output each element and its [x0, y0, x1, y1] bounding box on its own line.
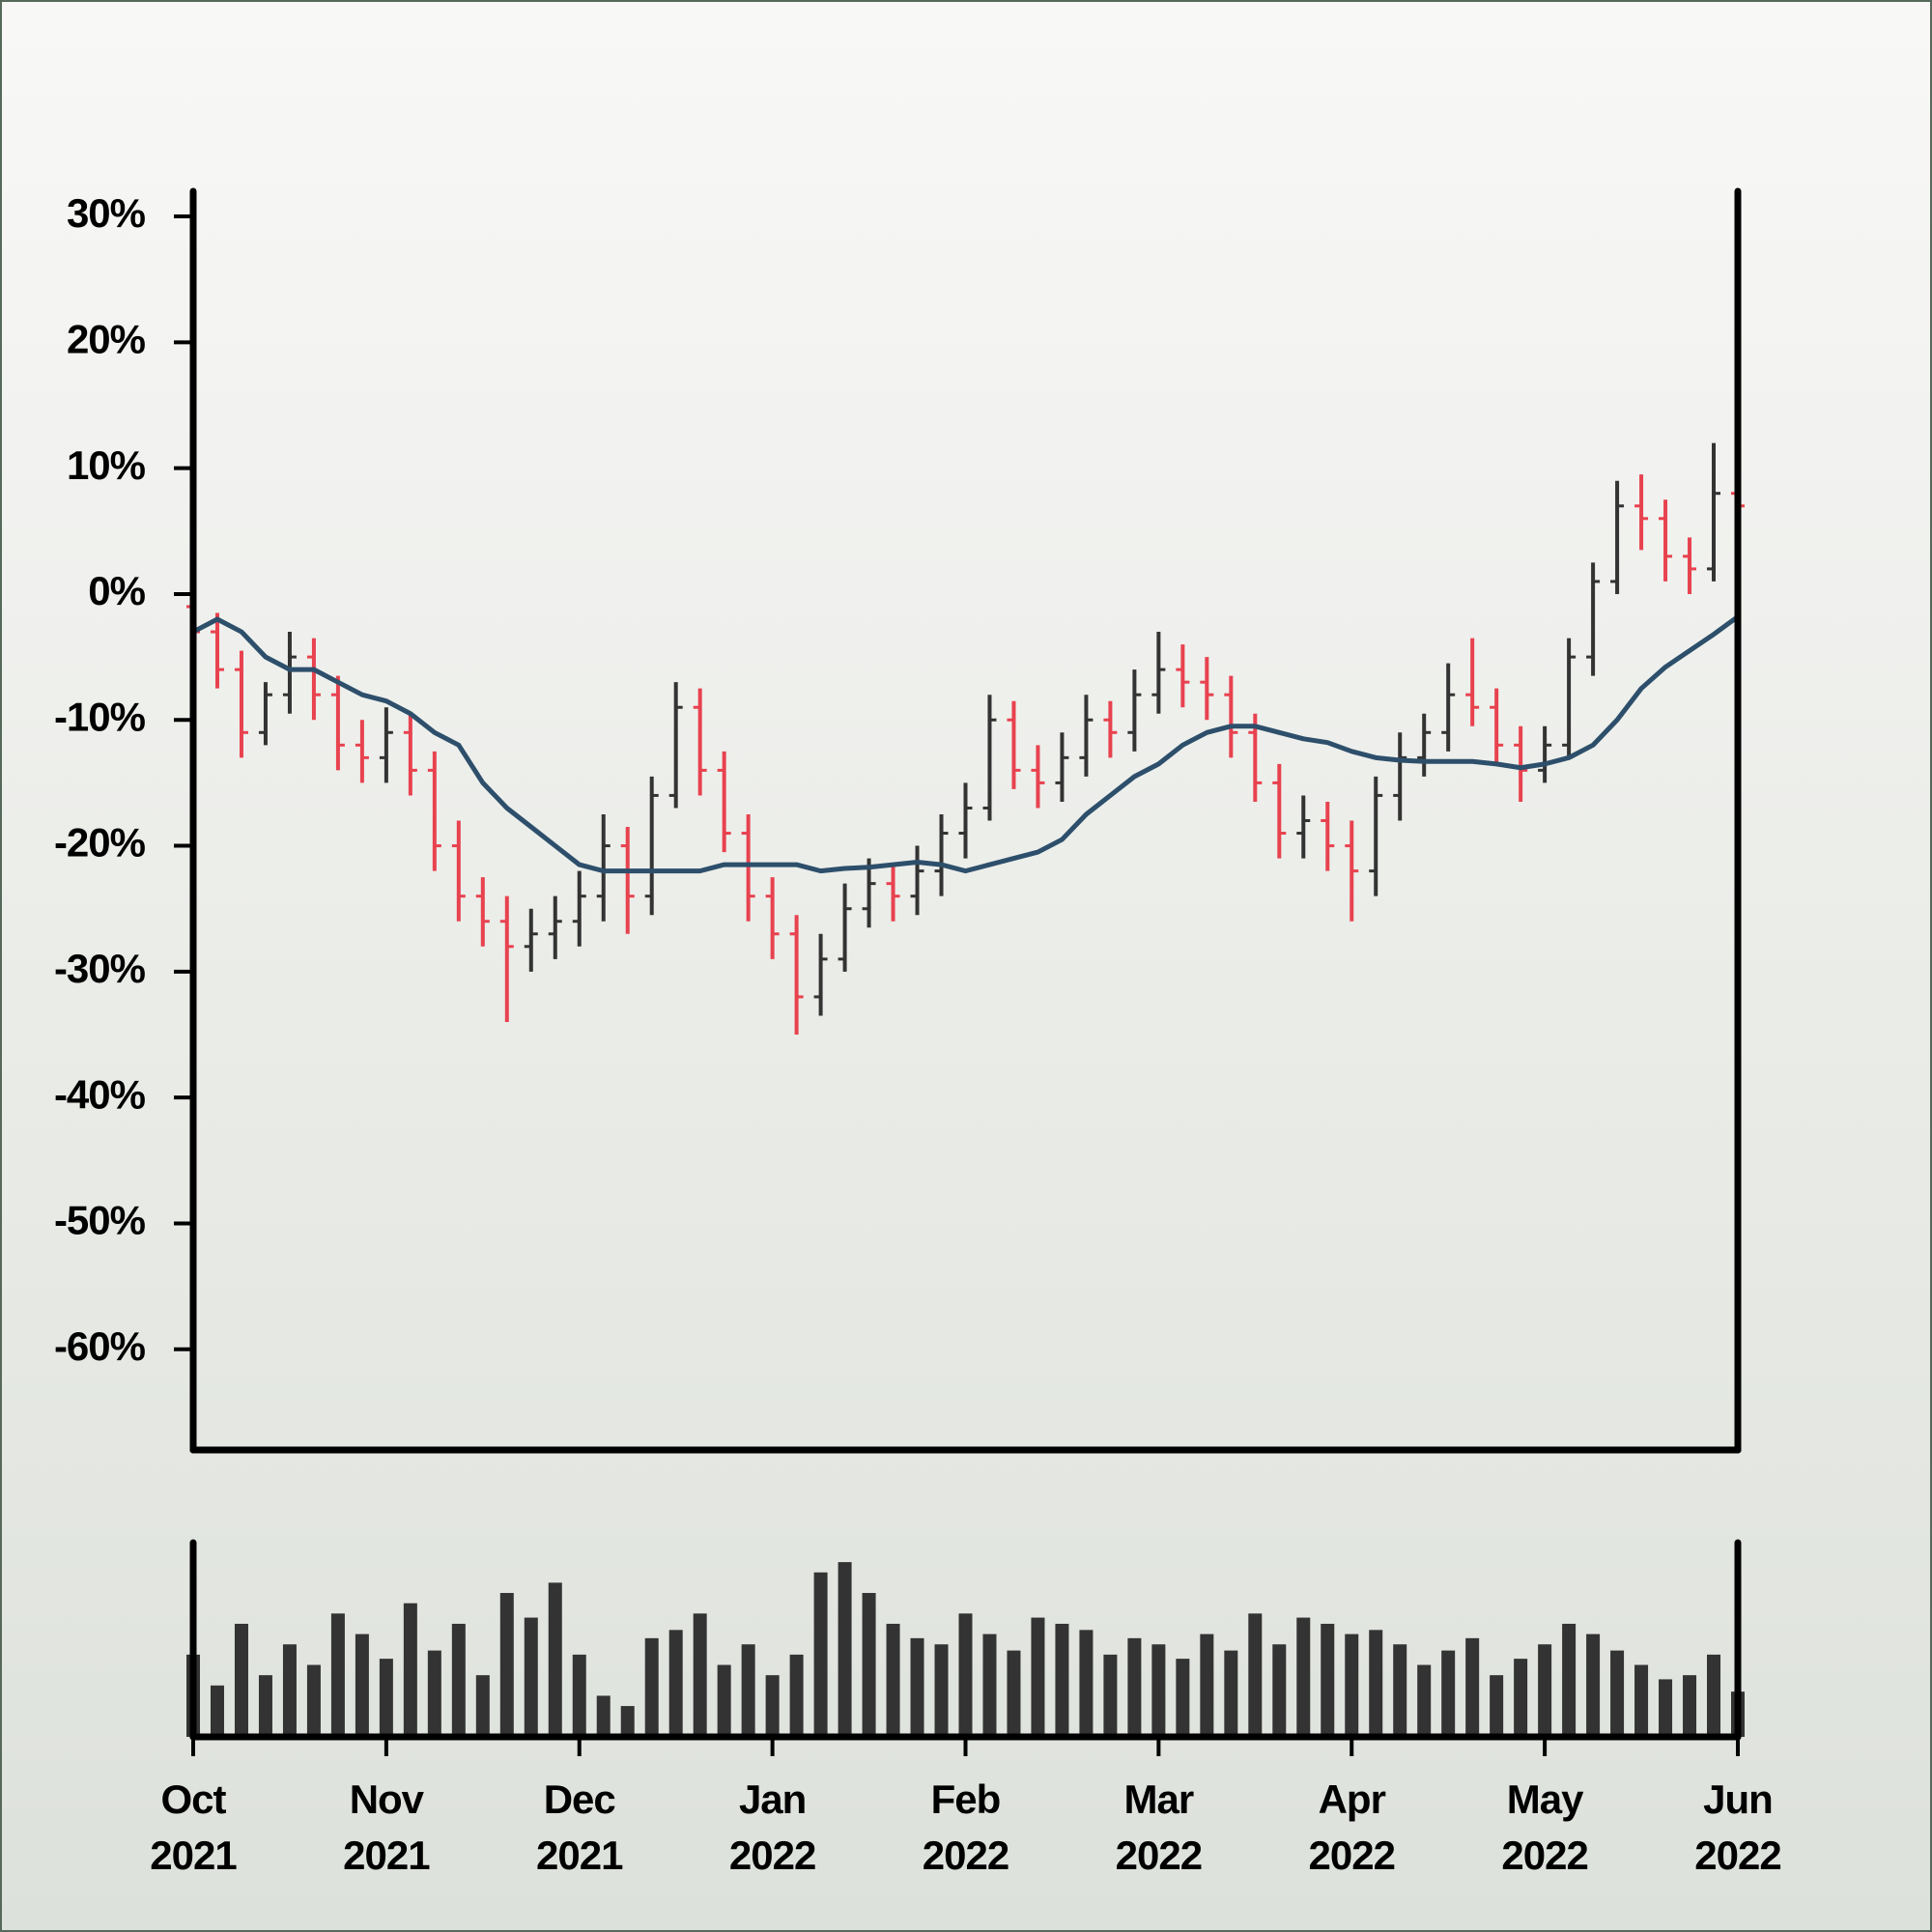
volume-bar [813, 1572, 828, 1737]
volume-bar [1610, 1650, 1625, 1737]
volume-bar [1127, 1637, 1142, 1737]
x-tick-label: Jan 2022 [729, 1776, 815, 1878]
volume-bar [1683, 1675, 1697, 1737]
volume-bar [1490, 1675, 1504, 1737]
volume-bar [765, 1675, 780, 1737]
volume-bar [693, 1613, 707, 1737]
volume-bar [958, 1613, 973, 1737]
volume-bar [1345, 1634, 1359, 1737]
volume-bar [1634, 1664, 1649, 1737]
volume-bar [548, 1582, 562, 1737]
volume-bar [1562, 1623, 1577, 1737]
y-tick-label: 20% [67, 316, 146, 361]
volume-bar [451, 1623, 466, 1737]
volume-bar [596, 1695, 611, 1737]
volume-bar [620, 1706, 635, 1737]
volume-bar [1441, 1650, 1456, 1737]
y-tick-label: 10% [67, 442, 146, 488]
volume-bar [572, 1654, 586, 1737]
volume-bar [838, 1562, 852, 1737]
volume-bar [282, 1644, 297, 1737]
y-tick-label: -10% [54, 694, 146, 739]
volume-bar [1031, 1617, 1045, 1737]
x-tick-label: May 2022 [1501, 1776, 1587, 1878]
y-tick-label: -50% [54, 1198, 146, 1243]
volume-bar [1369, 1630, 1383, 1737]
volume-bar [644, 1637, 659, 1737]
volume-bar [524, 1617, 538, 1737]
x-tick-label: Feb 2022 [923, 1776, 1009, 1878]
volume-bar [234, 1623, 248, 1737]
y-tick-label: 0% [88, 568, 145, 613]
volume-bar [862, 1593, 876, 1737]
volume-bar [910, 1637, 924, 1737]
y-tick-label: 30% [67, 190, 146, 236]
volume-bar [475, 1675, 490, 1737]
volume-bar [668, 1630, 683, 1737]
volume-bar [1393, 1644, 1407, 1737]
x-tick-label: Nov 2021 [343, 1776, 430, 1878]
x-tick-label: Apr 2022 [1309, 1776, 1395, 1878]
volume-bar [1586, 1634, 1601, 1737]
volume-bar [210, 1685, 224, 1737]
volume-bar [741, 1644, 755, 1737]
volume-bar [1079, 1630, 1094, 1737]
y-tick-label: -60% [54, 1323, 146, 1369]
volume-bar [789, 1654, 804, 1737]
x-tick-label: Mar 2022 [1116, 1776, 1202, 1878]
x-tick-label: Dec 2021 [536, 1776, 623, 1878]
x-tick-label: Oct 2021 [150, 1776, 237, 1878]
moving-average [191, 614, 1740, 874]
volume-bar [1007, 1650, 1021, 1737]
volume-bar [1103, 1654, 1118, 1737]
volume-bar [1417, 1664, 1432, 1737]
volume-bar [1224, 1650, 1238, 1737]
volume-bar [1321, 1623, 1335, 1737]
volume-bar [499, 1593, 514, 1737]
volume-bar [1176, 1659, 1190, 1737]
volume-bar [1538, 1644, 1552, 1737]
volume-bar [1200, 1634, 1214, 1737]
volume-bar [1272, 1644, 1287, 1737]
volume-bar [717, 1664, 731, 1737]
volume-bar [1659, 1679, 1673, 1737]
x-tick-label: Jun 2022 [1694, 1776, 1780, 1878]
volume-bar [258, 1675, 272, 1737]
y-tick-label: -20% [54, 820, 146, 866]
frame [189, 187, 1742, 1741]
volume-bar [379, 1659, 393, 1737]
volume-bar [1055, 1623, 1069, 1737]
volume-bar [1465, 1637, 1480, 1737]
volume-bar [1248, 1613, 1263, 1737]
volume-bar [1296, 1617, 1311, 1737]
y-tick-label: -30% [54, 946, 146, 991]
y-tick-label: -40% [54, 1071, 146, 1117]
volume-bar [355, 1634, 369, 1737]
volume-bar [1151, 1644, 1166, 1737]
volume-bar [427, 1650, 441, 1737]
volume-bar [1707, 1654, 1721, 1737]
volume-bar [1514, 1659, 1528, 1737]
volume-bar [306, 1664, 321, 1737]
volume-bar [982, 1634, 997, 1737]
volume-bar [934, 1644, 949, 1737]
volume-bar [403, 1603, 417, 1737]
volume-bar [886, 1623, 900, 1737]
volume-bar [330, 1613, 345, 1737]
